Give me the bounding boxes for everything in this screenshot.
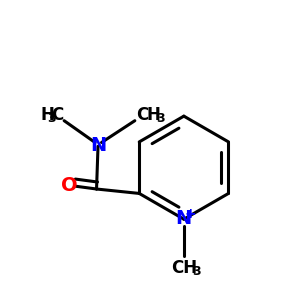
- Text: C: C: [51, 106, 64, 124]
- Text: 3: 3: [47, 112, 56, 125]
- Text: 3: 3: [192, 265, 201, 278]
- Text: +: +: [184, 207, 196, 221]
- Text: H: H: [146, 106, 160, 124]
- Text: N: N: [175, 209, 191, 228]
- Text: CH: CH: [171, 259, 197, 277]
- Text: O: O: [61, 176, 77, 195]
- Text: H: H: [40, 106, 54, 124]
- Text: N: N: [90, 136, 106, 155]
- Text: C: C: [136, 106, 148, 124]
- Text: 3: 3: [156, 112, 164, 125]
